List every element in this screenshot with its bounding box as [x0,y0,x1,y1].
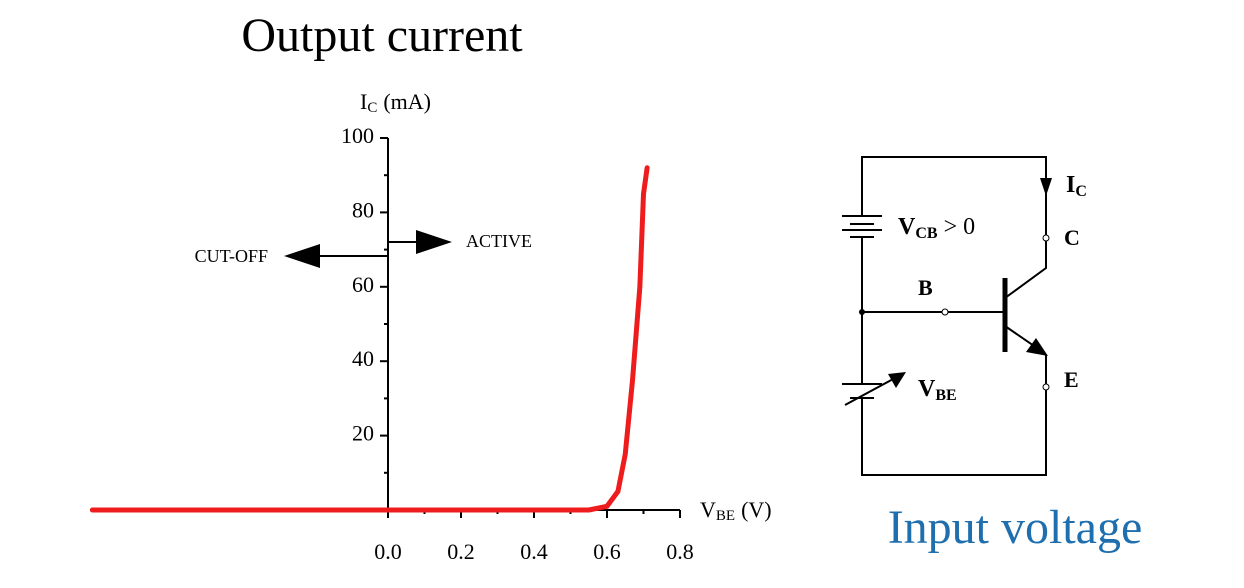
base-label: B [918,275,933,300]
caption: Input voltage [888,501,1143,554]
variable-arrow [844,377,896,406]
terminal [941,308,949,316]
collector [1004,238,1047,299]
y-tick-label: 20 [352,421,374,446]
label-sub: C [1075,183,1087,200]
active-arrow-head [416,230,452,254]
label-main: V [898,214,916,240]
collector-label: C [1064,225,1080,250]
terminal [1042,234,1050,242]
annotation: ACTIVE [466,231,532,251]
y-tick-label: 100 [341,123,374,148]
vbe-label: VBE [918,376,957,404]
emitter-label: E [1064,367,1079,392]
x-tick-label: 0.8 [666,539,694,564]
current-arrow [1040,178,1052,196]
circuit: VCB > 0 VBE IC C B E [842,156,1087,476]
label-sub: BE [935,387,956,404]
label-main: I [360,89,367,114]
x-axis-label: VBE (V) [700,497,772,524]
wire [861,387,1047,476]
y-tick-label: 80 [352,197,374,222]
ic-label: IC [1066,172,1087,200]
label-unit: (mA) [383,89,431,114]
variable-arrow-head [888,372,906,388]
label-main: V [918,376,936,402]
label-sub: CB [915,225,938,242]
emitter [1004,325,1047,387]
emitter-arrow [1026,338,1048,356]
x-tick-label: 0.6 [593,539,621,564]
y-tick-label: 40 [352,346,374,371]
label-unit: (V) [741,497,772,522]
annotation: CUT-OFF [195,246,268,266]
cutoff-arrow-head [284,244,320,268]
wire [861,156,1047,238]
label-sub: BE [716,508,735,524]
label-sub: C [367,100,377,116]
label-rest: > 0 [938,214,976,240]
data-line [89,165,650,513]
label-main: V [700,497,716,522]
terminal [1042,383,1050,391]
x-tick-label: 0.4 [520,539,548,564]
x-tick-label: 0.0 [374,539,402,564]
x-tick-label: 0.2 [447,539,475,564]
chart-title: Output current [241,9,523,62]
y-tick-label: 60 [352,272,374,297]
label-main: I [1066,172,1075,198]
node [859,309,865,315]
y-axis-label: IC (mA) [360,89,431,116]
vcb-label: VCB > 0 [898,214,975,242]
